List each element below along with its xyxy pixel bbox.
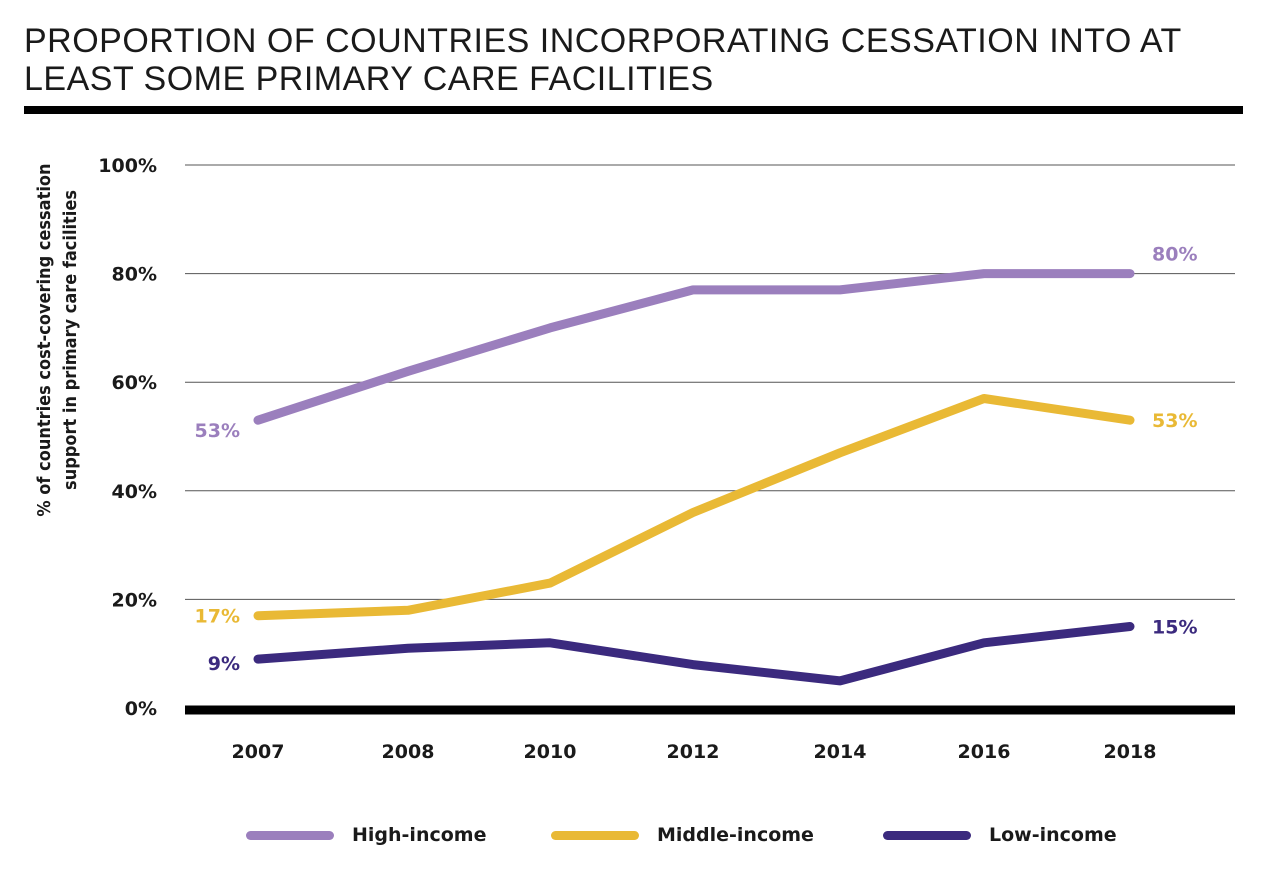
- legend-swatch: [883, 830, 971, 840]
- data-label-start: 9%: [208, 653, 240, 675]
- x-tick-label: 2008: [382, 741, 435, 763]
- y-tick-label: 20%: [112, 589, 157, 611]
- data-label-start: 17%: [195, 606, 240, 628]
- x-tick-label: 2007: [232, 741, 285, 763]
- legend-label: Low-income: [989, 824, 1117, 846]
- legend-swatch: [551, 830, 639, 840]
- data-label-end: 15%: [1152, 617, 1197, 639]
- y-tick-label: 40%: [112, 481, 157, 503]
- y-tick-label: 0%: [125, 698, 157, 720]
- series-line-middle-income: [253, 394, 1135, 621]
- x-tick-label: 2018: [1104, 741, 1157, 763]
- x-tick-label: 2012: [667, 741, 720, 763]
- x-tick-label: 2016: [958, 741, 1011, 763]
- legend-item: Middle-income: [551, 815, 814, 855]
- chart-title: PROPORTION OF COUNTRIES INCORPORATING CE…: [24, 22, 1182, 98]
- y-axis-label-line: % of countries cost-covering cessation: [34, 163, 55, 516]
- legend-item: High-income: [246, 815, 486, 855]
- y-axis-label-line: support in primary care facilities: [60, 190, 81, 490]
- y-tick-label: 60%: [112, 372, 157, 394]
- series-line-low-income: [253, 622, 1135, 686]
- x-tick-label: 2010: [524, 741, 577, 763]
- data-label-start: 53%: [195, 420, 240, 442]
- y-tick-label: 100%: [98, 155, 157, 177]
- legend-label: Middle-income: [657, 824, 814, 846]
- legend-label: High-income: [352, 824, 487, 846]
- title-rule: [24, 106, 1243, 114]
- data-label-end: 53%: [1152, 410, 1197, 432]
- legend: High-income Middle-income Low-income: [0, 815, 1267, 855]
- x-tick-label: 2014: [814, 741, 867, 763]
- y-tick-label: 80%: [112, 264, 157, 286]
- legend-item: Low-income: [883, 815, 1117, 855]
- y-axis-label: % of countries cost-covering cessation su…: [34, 163, 81, 516]
- legend-swatch: [246, 830, 334, 840]
- data-label-end: 80%: [1152, 244, 1197, 266]
